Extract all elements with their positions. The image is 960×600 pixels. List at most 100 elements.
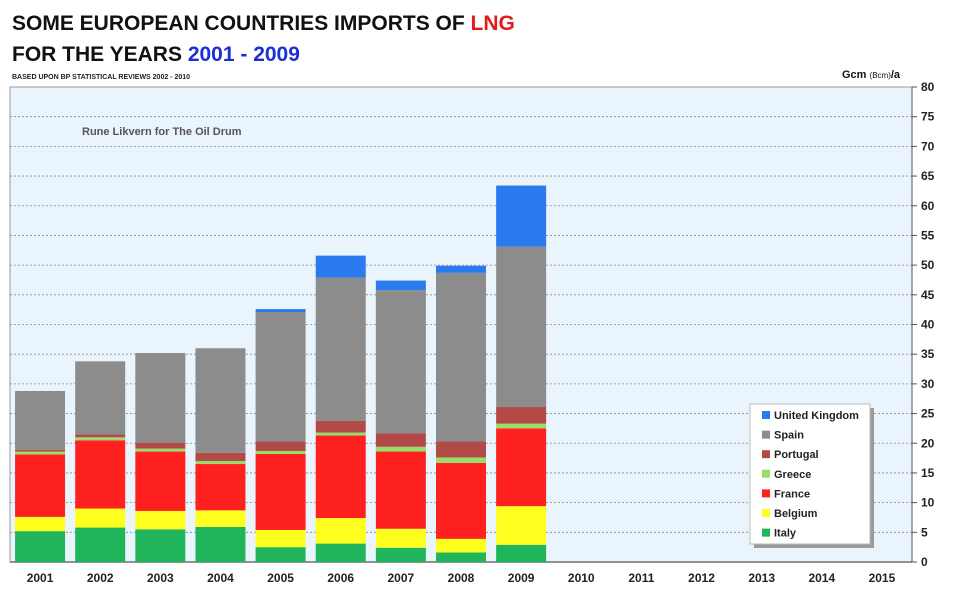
bar-segment-italy [315,543,366,562]
y-tick-label: 0 [921,555,928,569]
bar-segment-italy [375,547,426,562]
title-prefix-2: FOR THE YEARS [12,43,188,66]
chart-title-line-1: SOME EUROPEAN COUNTRIES IMPORTS OF LNG [12,12,515,36]
y-tick-label: 5 [921,525,928,539]
bar-segment-italy [135,529,186,562]
legend-label-italy: Italy [774,528,797,540]
bar-segment-belgium [375,528,426,548]
bar-segment-spain [375,290,426,434]
bar-segment-france [496,428,547,507]
legend-swatch-united-kingdom [762,411,770,419]
bar-segment-greece [436,457,486,463]
bar-segment-portugal [135,442,186,449]
x-tick-label: 2010 [568,571,595,585]
bar-segment-belgium [15,516,66,532]
chart-subtitle: BASED UPON BP STATISTICAL REVIEWS 2002 -… [12,74,191,81]
legend-label-united-kingdom: United Kingdom [774,410,859,422]
y-tick-label: 40 [921,318,935,332]
y-tick-label: 75 [921,110,935,124]
bar-segment-portugal [496,407,547,424]
y-tick-label: 15 [921,466,935,480]
unit-suffix: /a [890,69,901,81]
bar-segment-spain [75,361,126,435]
legend-swatch-belgium [762,509,770,517]
bar-segment-france [75,440,126,509]
y-tick-label: 65 [921,169,935,183]
title-highlight-lng: LNG [470,12,515,35]
bar-segment-united-kingdom [315,255,366,278]
bar-segment-belgium [195,510,246,527]
x-tick-label: 2001 [27,571,54,585]
legend-swatch-france [762,489,770,498]
bar-segment-united-kingdom [496,185,547,247]
bar-segment-portugal [315,420,366,433]
bar-segment-portugal [255,441,306,451]
bar-segment-france [255,453,306,530]
legend-swatch-spain [762,430,770,439]
unit-paren: (Bcm) [869,71,891,80]
bar-segment-italy [15,531,66,562]
chart-title-line-2: FOR THE YEARS 2001 - 2009 [12,43,300,67]
y-tick-label: 20 [921,436,935,450]
bar-segment-belgium [315,518,366,544]
bar-segment-portugal [375,433,426,447]
x-tick-label: 2002 [87,571,114,585]
y-tick-label: 60 [921,199,935,213]
bar-segment-spain [496,246,547,408]
bar-segment-spain [436,272,486,442]
bar-segment-greece [375,446,426,452]
x-tick-label: 2011 [628,571,654,585]
x-tick-label: 2003 [147,571,174,585]
y-tick-label: 30 [921,377,935,391]
bar-segment-spain [315,277,366,421]
bar-segment-portugal [15,449,66,452]
bar-segment-greece [195,461,246,465]
bar-segment-united-kingdom [436,265,486,273]
bar-segment-united-kingdom [255,309,306,313]
x-tick-label: 2006 [327,571,354,585]
x-tick-label: 2008 [448,571,475,585]
bar-segment-italy [436,552,486,562]
bar-segment-greece [255,450,306,454]
y-tick-label: 25 [921,407,935,421]
bar-segment-france [195,464,246,511]
bar-segment-italy [496,544,547,562]
legend-label-france: France [774,488,810,500]
legend-swatch-portugal [762,450,770,459]
bar-segment-belgium [75,508,126,528]
y-tick-label: 10 [921,496,935,510]
legend-label-portugal: Portugal [774,449,819,461]
y-tick-label: 55 [921,228,935,242]
bar-segment-italy [255,547,306,562]
title-highlight-years: 2001 - 2009 [187,43,300,66]
bar-segment-greece [75,437,126,441]
x-tick-label: 2007 [388,571,415,585]
x-tick-label: 2014 [808,571,835,585]
x-tick-label: 2013 [748,571,775,585]
x-tick-label: 2005 [267,571,294,585]
bar-segment-france [436,462,486,539]
chart-annotation: Rune Likvern for The Oil Drum [82,126,242,138]
legend-swatch-italy [762,528,770,537]
bar-segment-italy [75,527,126,562]
bar-segment-france [15,454,66,517]
legend-label-spain: Spain [774,430,804,442]
x-tick-label: 2004 [207,571,234,585]
bar-segment-spain [135,353,186,443]
bar-segment-france [315,435,366,519]
bar-segment-greece [315,432,366,436]
y-tick-label: 50 [921,258,935,272]
bar-segment-spain [195,348,246,453]
x-tick-label: 2015 [869,571,896,585]
bar-segment-united-kingdom [375,280,426,291]
y-axis-unit-label: Gcm (Bcm)/a [842,69,900,81]
title-prefix-1: SOME EUROPEAN COUNTRIES IMPORTS OF [12,12,471,35]
bar-segment-france [375,451,426,529]
x-tick-label: 2009 [508,571,535,585]
bar-segment-greece [496,423,547,429]
y-tick-label: 70 [921,139,935,153]
legend-label-belgium: Belgium [774,508,818,520]
y-tick-label: 35 [921,347,935,361]
bar-segment-italy [195,526,246,562]
